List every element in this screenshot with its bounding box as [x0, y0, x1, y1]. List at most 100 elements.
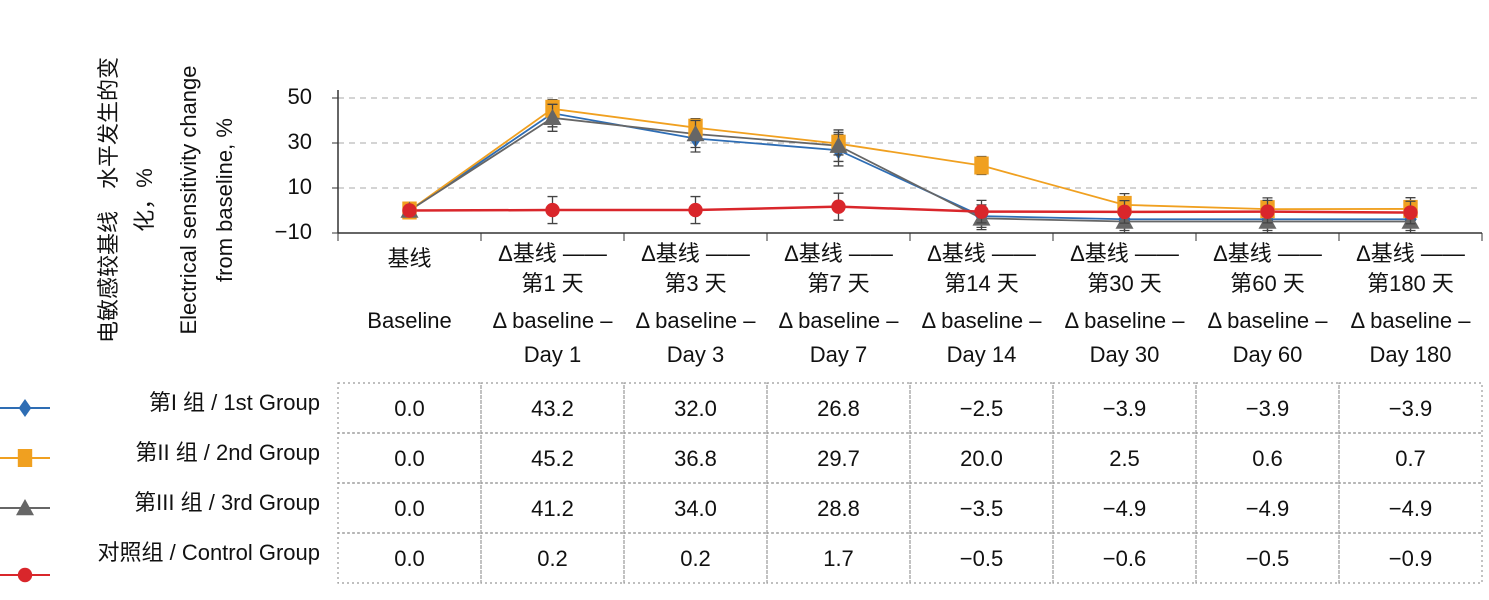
table-value: 0.0 — [394, 496, 425, 521]
table-value: −4.9 — [1246, 496, 1289, 521]
y-tick-label: 50 — [288, 84, 312, 109]
table-cell — [623, 382, 768, 434]
table-value: −3.9 — [1103, 396, 1146, 421]
series-line — [409, 116, 1411, 223]
table-value: −0.5 — [1246, 546, 1289, 571]
table-value: 0.0 — [394, 546, 425, 571]
x-tick-label: Day 14 — [947, 342, 1017, 367]
table-value: 1.7 — [823, 546, 854, 571]
y-tick-label: 30 — [288, 129, 312, 154]
table-value: 32.0 — [674, 396, 717, 421]
x-tick-label: Day 60 — [1233, 342, 1303, 367]
x-tick-label: Day 7 — [810, 342, 867, 367]
table-cell — [1338, 432, 1483, 484]
table-value: −4.9 — [1103, 496, 1146, 521]
table-cell — [766, 482, 911, 534]
x-tick-label-zh: Δ基线 —— — [1213, 241, 1322, 266]
table-cell — [909, 432, 1054, 484]
table-cell — [1052, 432, 1197, 484]
table-cell — [1195, 382, 1340, 434]
x-tick-label: Δ baseline – — [922, 308, 1043, 333]
x-tick-label-zh: 第60 天 — [1230, 271, 1305, 296]
x-tick-label-zh: 第30 天 — [1087, 271, 1162, 296]
y-tick-label: −10 — [275, 219, 312, 244]
marker — [1260, 204, 1275, 219]
marker — [686, 125, 705, 142]
table-cell — [909, 382, 1054, 434]
series-line — [408, 112, 1411, 221]
marker — [18, 399, 32, 417]
series-line — [409, 205, 1411, 214]
y-axis-label: 化，% — [132, 168, 157, 232]
table-cell — [337, 432, 482, 484]
table-value: 2.5 — [1109, 446, 1140, 471]
table-cell — [909, 532, 1054, 584]
table-cell — [337, 532, 482, 584]
table-cell — [766, 432, 911, 484]
series-line — [408, 107, 1411, 212]
table-cell — [480, 432, 625, 484]
x-tick-label: Δ baseline – — [493, 308, 614, 333]
marker — [402, 203, 417, 218]
table-cell — [623, 532, 768, 584]
table-value: 0.0 — [394, 446, 425, 471]
marker — [829, 136, 848, 153]
table-cell — [337, 482, 482, 534]
table-cell — [1338, 482, 1483, 534]
table-cell — [1052, 482, 1197, 534]
table-cell — [1052, 382, 1197, 434]
table-cell — [1338, 532, 1483, 584]
table-value: 0.2 — [537, 546, 568, 571]
table-value: −3.9 — [1389, 396, 1432, 421]
table-value: −0.5 — [960, 546, 1003, 571]
table-value: 0.6 — [1252, 446, 1283, 471]
x-tick-label-zh: 基线 — [387, 246, 431, 271]
table-value: 0.2 — [680, 546, 711, 571]
table-value: 29.7 — [817, 446, 860, 471]
legend-label: 第I 组 / 1st Group — [149, 390, 320, 415]
table-cell — [1195, 532, 1340, 584]
table-cell — [1195, 482, 1340, 534]
x-tick-label: Δ baseline – — [1351, 308, 1472, 333]
table-value: 45.2 — [531, 446, 574, 471]
table-value: −3.5 — [960, 496, 1003, 521]
marker — [16, 499, 34, 516]
table-cell — [623, 482, 768, 534]
marker — [543, 108, 562, 125]
x-tick-label: Day 3 — [667, 342, 724, 367]
x-tick-label-zh: Δ基线 —— — [498, 241, 607, 266]
table-cell — [480, 532, 625, 584]
table-value: 26.8 — [817, 396, 860, 421]
x-tick-label: Day 180 — [1370, 342, 1452, 367]
x-tick-label: Baseline — [367, 308, 451, 333]
table-cell — [766, 382, 911, 434]
x-tick-label-zh: 第180 天 — [1367, 271, 1454, 296]
legend-label: 第II 组 / 2nd Group — [135, 440, 320, 465]
legend-label: 对照组 / Control Group — [97, 540, 320, 565]
x-tick-label-zh: 第3 天 — [664, 271, 726, 296]
table-cell — [1338, 382, 1483, 434]
y-axis-label: Electrical sensitivity change — [176, 65, 201, 334]
y-axis-label: from baseline, % — [212, 118, 237, 282]
table-value: 0.7 — [1395, 446, 1426, 471]
marker — [545, 202, 560, 218]
marker — [17, 567, 33, 583]
x-tick-label-zh: 第14 天 — [944, 271, 1019, 296]
x-tick-label: Δ baseline – — [1208, 308, 1329, 333]
table-cell — [480, 382, 625, 434]
marker — [974, 204, 989, 219]
table-value: −4.9 — [1389, 496, 1432, 521]
table-cell — [1195, 432, 1340, 484]
marker — [974, 156, 989, 175]
table-value: −3.9 — [1246, 396, 1289, 421]
x-tick-label-zh: Δ基线 —— — [1356, 241, 1465, 266]
x-tick-label: Δ baseline – — [1065, 308, 1186, 333]
table-value: −0.6 — [1103, 546, 1146, 571]
marker — [831, 199, 846, 214]
table-cell — [1052, 532, 1197, 584]
table-cell — [909, 482, 1054, 534]
y-tick-label: 10 — [288, 174, 312, 199]
marker — [17, 449, 33, 467]
table-value: 34.0 — [674, 496, 717, 521]
